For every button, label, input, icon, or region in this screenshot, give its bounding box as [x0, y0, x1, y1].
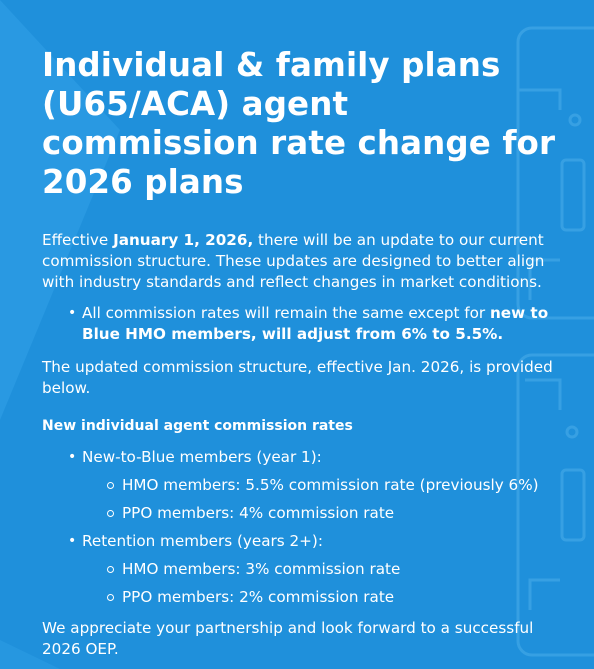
rates-heading: New individual agent commission rates: [42, 418, 353, 434]
list-item: PPO members: 2% commission rate: [107, 587, 572, 608]
list-item: PPO members: 4% commission rate: [107, 503, 572, 524]
group-new-to-blue: New-to-Blue members (year 1): HMO member…: [68, 447, 572, 524]
group-retention: Retention members (years 2+): HMO member…: [68, 531, 572, 608]
intro-prefix: Effective: [42, 231, 114, 249]
chevron-shape: [0, 0, 120, 420]
bullet-text: All commission rates will remain the sam…: [82, 304, 490, 322]
list-item: HMO members: 3% commission rate: [107, 559, 572, 580]
sub-list: HMO members: 3% commission rate PPO memb…: [82, 559, 572, 608]
page-title: Individual & family plans (U65/ACA) agen…: [42, 46, 556, 201]
updated-paragraph: The updated commission structure, effect…: [42, 358, 553, 397]
bullet-bold: new to Blue HMO members, will adjust fro…: [82, 304, 549, 343]
closing-paragraph: We appreciate your partnership and look …: [42, 619, 534, 658]
group-label: New-to-Blue members (year 1):: [82, 448, 322, 466]
chevron-shape-lower: [0, 640, 60, 669]
intro-suffix: there will be an update to our current c…: [42, 231, 545, 291]
effective-date: January 1, 2026,: [113, 231, 254, 249]
list-item: All commission rates will remain the sam…: [68, 303, 572, 345]
sub-list: HMO members: 5.5% commission rate (previ…: [82, 475, 572, 524]
content: Individual & family plans (U65/ACA) agen…: [42, 46, 572, 660]
group-label: Retention members (years 2+):: [82, 532, 323, 550]
change-list: All commission rates will remain the sam…: [42, 303, 572, 345]
list-item: HMO members: 5.5% commission rate (previ…: [107, 475, 572, 496]
intro-paragraph: Effective January 1, 2026, there will be…: [42, 230, 572, 293]
rates-list: New-to-Blue members (year 1): HMO member…: [42, 447, 572, 608]
